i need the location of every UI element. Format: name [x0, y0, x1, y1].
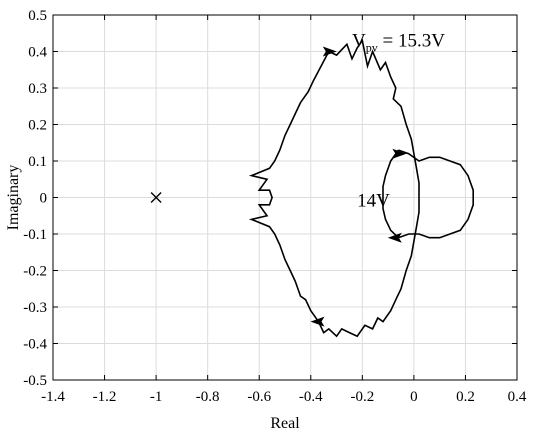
- x-tick-label: -0.6: [247, 389, 271, 405]
- y-axis-label: Imaginary: [5, 165, 22, 231]
- direction-arrow-bottom: [310, 316, 325, 327]
- x-tick-label: 0.2: [456, 389, 475, 405]
- x-tick-label: -0.2: [350, 389, 374, 405]
- annotation-14v: 14V: [357, 190, 390, 211]
- grid-lines: [52, 14, 518, 381]
- direction-arrows: [310, 46, 407, 327]
- critical-point-marker-b: [150, 192, 162, 203]
- y-tick-label: 0.4: [28, 45, 47, 61]
- y-tick-label: -0.1: [23, 227, 47, 243]
- x-tick-label: -0.4: [299, 389, 323, 405]
- y-tick-label: 0.3: [28, 81, 47, 97]
- nyquist-curve-1: [248, 38, 420, 338]
- tick-labels: -1.4 -1.2 -1 -0.8 -0.6 -0.4 -0.2 0 0.2 0.4 0.5 0.4 0…: [23, 8, 527, 405]
- annotation-vpv: Vpv = 15.3V: [352, 31, 445, 55]
- y-tick-label: -0.5: [23, 373, 47, 389]
- annotation-vpv-rest: = 15.3V: [378, 31, 445, 52]
- y-tick-label: -0.3: [23, 300, 47, 316]
- y-tick-label: 0.2: [28, 118, 47, 134]
- direction-arrow-inner-bottom: [387, 232, 402, 243]
- x-tick-label: -0.8: [196, 389, 220, 405]
- y-tick-label: -0.4: [23, 337, 47, 353]
- direction-arrow-top: [322, 46, 337, 57]
- x-tick-label: -1: [150, 389, 163, 405]
- critical-point-layer: [150, 192, 162, 203]
- annotation-vpv-main: V: [352, 31, 366, 52]
- x-tick-label: -1.2: [93, 389, 117, 405]
- plot-frame: [52, 14, 518, 381]
- direction-arrow-inner-top: [392, 148, 407, 159]
- nyquist-curve-2: [382, 149, 474, 239]
- x-tick-label: 0: [410, 389, 418, 405]
- y-tick-label: 0.1: [28, 154, 47, 170]
- series-layer: [248, 38, 474, 338]
- annotation-vpv-sub: pv: [366, 41, 378, 55]
- y-tick-label: -0.2: [23, 264, 47, 280]
- x-axis-label: Real: [270, 415, 300, 432]
- y-tick-label: 0: [40, 191, 48, 207]
- y-tick-label: 0.5: [28, 8, 47, 24]
- x-tick-label: -1.4: [41, 389, 65, 405]
- x-tick-label: 0.4: [508, 389, 527, 405]
